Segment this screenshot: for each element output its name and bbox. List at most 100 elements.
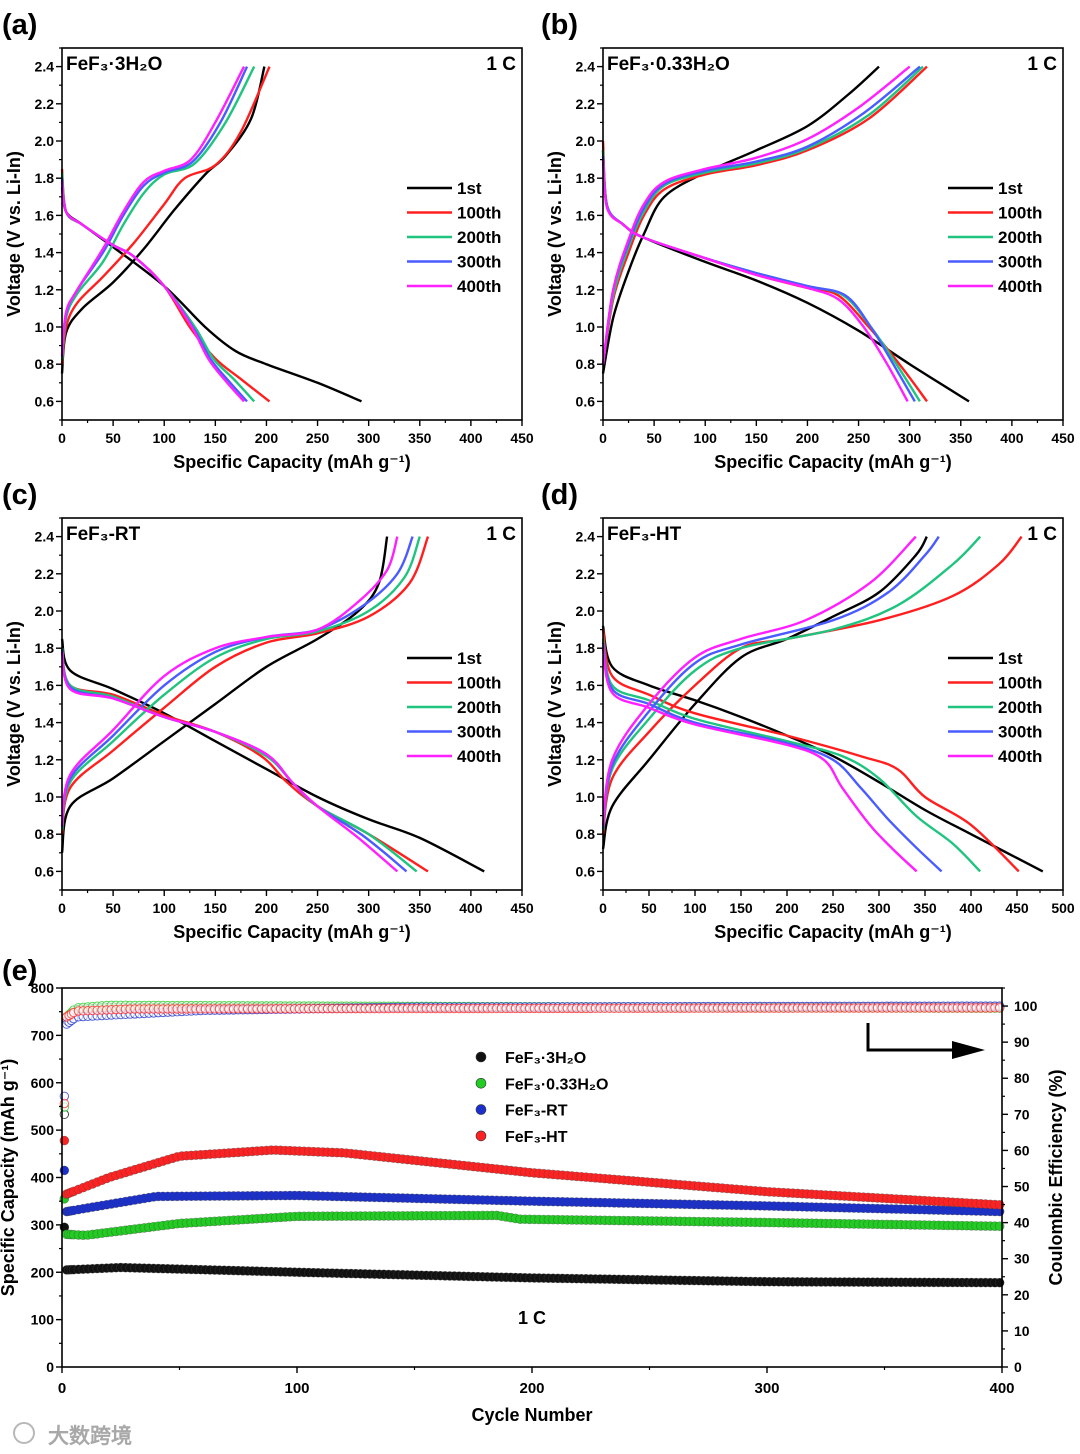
legend-label: 100th xyxy=(457,204,501,223)
x-tick-label: 400 xyxy=(959,900,983,916)
y-tick-label: 1.0 xyxy=(35,319,55,335)
y-tick-label: 1.2 xyxy=(576,752,596,768)
y-tick-label: 2.2 xyxy=(35,96,55,112)
curve-200th-discharge xyxy=(60,647,418,873)
y2-tick-label: 90 xyxy=(1014,1034,1030,1050)
x-tick-label: 0 xyxy=(58,430,66,446)
panel-label: (b) xyxy=(541,9,578,41)
y-tick-label: 1.6 xyxy=(576,207,596,223)
x-tick-label: 500 xyxy=(1051,900,1075,916)
curve-100th-discharge xyxy=(601,140,928,403)
y-tick-label: 0.8 xyxy=(35,826,55,842)
y-tick-label: 1.0 xyxy=(35,789,55,805)
x-tick-label: 400 xyxy=(989,1380,1014,1397)
x-tick-label: 50 xyxy=(646,430,662,446)
y-tick-label: 1.8 xyxy=(35,170,55,186)
curve-100th-charge xyxy=(60,66,271,365)
x-tick-label: 400 xyxy=(459,430,483,446)
legend-label: 1st xyxy=(998,649,1023,668)
x-tick-label: 300 xyxy=(898,430,922,446)
y-tick-label: 400 xyxy=(31,1170,55,1186)
y-tick-label: 2.0 xyxy=(35,133,55,149)
x-tick-label: 200 xyxy=(519,1380,544,1397)
curve-200th-charge xyxy=(601,535,982,831)
curve-1st-charge xyxy=(60,66,266,374)
legend-label: FeF₃·3H₂O xyxy=(505,1050,586,1067)
y-tick-label: 1.6 xyxy=(35,207,55,223)
y-tick-label: 2.0 xyxy=(576,603,596,619)
y-tick-label: 1.2 xyxy=(35,752,55,768)
plot-frame xyxy=(602,47,1064,421)
legend-label: 300th xyxy=(457,723,501,742)
legend: 1st 100th 200th 300th 400th xyxy=(407,179,501,296)
voltage-profile-panel: (d) 0 50 100 150 200 250 300 350 400 450 500 0.6 0.8 1… xyxy=(541,479,1075,942)
x-tick-label: 0 xyxy=(599,430,607,446)
curve-400th-charge xyxy=(60,66,246,356)
curve-400th-charge xyxy=(601,65,911,365)
y-tick-label: 0.6 xyxy=(576,863,596,879)
capacity-point xyxy=(59,1165,70,1176)
x-tick-label: 350 xyxy=(408,430,432,446)
x-tick-label: 250 xyxy=(847,430,871,446)
legend-label: 100th xyxy=(998,674,1042,693)
y-tick-label: 1.4 xyxy=(35,245,55,261)
x-tick-label: 400 xyxy=(1000,430,1024,446)
x-tick-label: 250 xyxy=(306,900,330,916)
curve-300th-discharge xyxy=(601,642,943,873)
x-tick-label: 450 xyxy=(510,430,534,446)
y2-tick-label: 30 xyxy=(1014,1251,1030,1267)
watermark-logo-icon xyxy=(13,1422,35,1444)
legend-marker xyxy=(475,1130,487,1142)
x-tick-label: 200 xyxy=(255,900,279,916)
plot-frame xyxy=(61,47,523,421)
y-tick-label: 2.4 xyxy=(35,59,55,75)
y-tick-label: 2.4 xyxy=(35,529,55,545)
legend-label: 200th xyxy=(998,698,1042,717)
y2-tick-label: 100 xyxy=(1014,998,1038,1014)
y-tick-label: 800 xyxy=(31,980,55,996)
capacity-point xyxy=(994,1277,1005,1288)
y2-tick-label: 0 xyxy=(1014,1359,1022,1375)
x-tick-label: 150 xyxy=(745,430,769,446)
y-tick-label: 2.2 xyxy=(35,566,55,582)
y2-tick-label: 70 xyxy=(1014,1106,1030,1122)
sample-name: FeF₃·3H₂O xyxy=(66,54,162,75)
x-axis-title: Specific Capacity (mAh g⁻¹) xyxy=(173,922,411,942)
x-tick-label: 150 xyxy=(729,900,753,916)
y2-tick-label: 60 xyxy=(1014,1142,1030,1158)
y-axis-title: Voltage (V vs. Li-In) xyxy=(4,621,24,787)
ce-series xyxy=(59,1003,1005,1109)
x-tick-label: 300 xyxy=(357,430,381,446)
curve-300th-charge xyxy=(601,535,940,829)
x-tick-label: 250 xyxy=(821,900,845,916)
y-axis-title: Voltage (V vs. Li-In) xyxy=(545,621,565,787)
sample-name: FeF₃-RT xyxy=(66,524,141,545)
curve-1st-discharge xyxy=(60,187,362,403)
legend-marker xyxy=(475,1104,487,1115)
y-tick-label: 700 xyxy=(31,1027,55,1043)
legend-label: 400th xyxy=(998,277,1042,296)
x-tick-label: 100 xyxy=(153,430,177,446)
y-tick-label: 1.0 xyxy=(576,319,596,335)
y-axis-title: Voltage (V vs. Li-In) xyxy=(4,151,24,317)
x-tick-label: 400 xyxy=(459,900,483,916)
x-tick-label: 350 xyxy=(913,900,937,916)
y-tick-label: 2.4 xyxy=(576,529,596,545)
y2-axis-title: Coulombic Efficiency (%) xyxy=(1046,1069,1066,1285)
legend-label: FeF₃-HT xyxy=(505,1129,568,1146)
legend-label: 300th xyxy=(998,253,1042,272)
legend-label: 100th xyxy=(457,674,501,693)
x-tick-label: 150 xyxy=(204,900,228,916)
curve-200th-discharge xyxy=(601,638,982,873)
voltage-profile-panel: (a) 0 50 100 150 200 250 300 350 400 450 0.6 0.8 1.0 1… xyxy=(2,9,534,472)
watermark: 大数跨境 xyxy=(48,1424,132,1448)
legend: 1st 100th 200th 300th 400th xyxy=(407,649,501,766)
curve-400th-discharge xyxy=(60,651,399,873)
capacity-series xyxy=(59,1135,1005,1210)
y-tick-label: 1.6 xyxy=(35,677,55,693)
x-tick-label: 200 xyxy=(775,900,799,916)
y-tick-label: 100 xyxy=(31,1312,55,1328)
x-tick-label: 350 xyxy=(949,430,973,446)
legend: FeF₃·3H₂O FeF₃·0.33H₂O FeF₃-RT FeF₃-HT xyxy=(475,1050,608,1146)
cycling-panel: (e)0 100 200 300 400010020030040050060070080… xyxy=(0,955,1066,1425)
